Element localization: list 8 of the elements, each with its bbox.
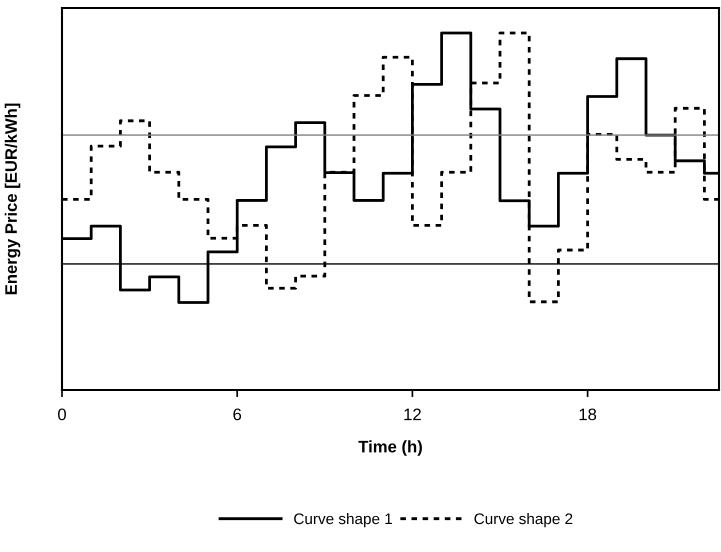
x-tick-label: 6 xyxy=(233,408,242,420)
x-axis-title: Time (h) xyxy=(358,440,422,456)
x-tick-label: 0 xyxy=(58,408,66,420)
legend-label: Curve shape 2 xyxy=(474,512,572,528)
legend-label: Curve shape 1 xyxy=(294,512,392,528)
x-tick-label: 12 xyxy=(404,408,421,420)
x-tick-label: 18 xyxy=(580,408,596,420)
y-axis-title: Energy Price [EUR/kWh] xyxy=(4,104,20,294)
